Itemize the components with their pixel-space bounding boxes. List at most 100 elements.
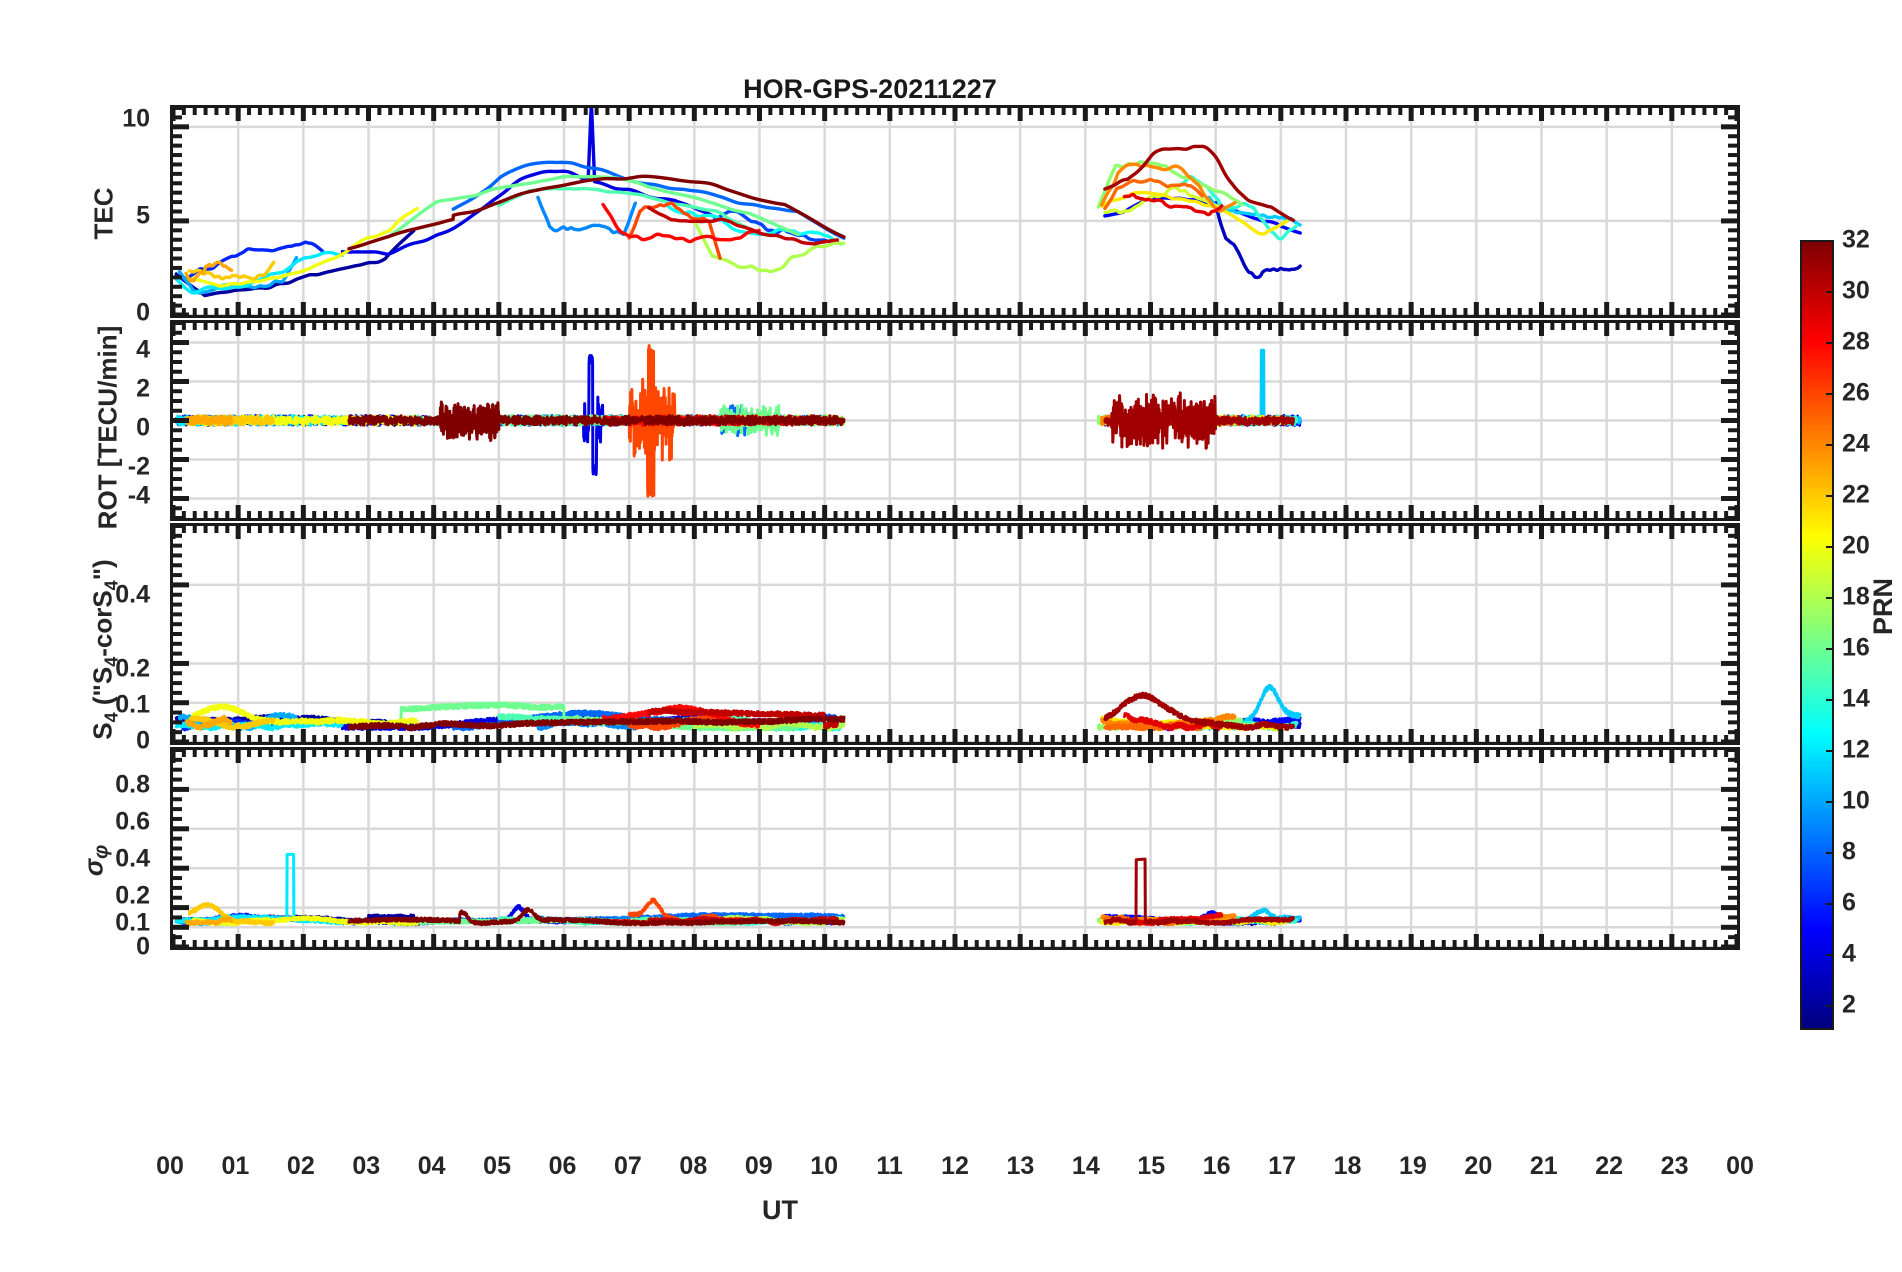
colorbar-tickmark-16 [1826, 647, 1834, 650]
colorbar-tick-28: 28 [1842, 327, 1870, 356]
data-traces [174, 683, 1302, 732]
data-traces [174, 108, 1302, 298]
trace-prn-23 [184, 916, 233, 927]
colorbar-tick-18: 18 [1842, 582, 1870, 611]
trace-prn-23 [184, 260, 234, 283]
colorbar[interactable] [1800, 240, 1834, 1030]
colorbar-tick-4: 4 [1842, 939, 1856, 968]
tick-marks [173, 526, 1737, 742]
x-tick-02-2: 02 [286, 1152, 315, 1180]
trace-prn-12 [174, 852, 344, 926]
tec-ytick-10: 10 [122, 104, 150, 133]
trace-prn-32 [347, 715, 846, 732]
x-tick-07-7: 07 [614, 1152, 642, 1180]
sph-ytick-02: 0.2 [115, 881, 150, 910]
colorbar-tickmark-12 [1826, 749, 1834, 752]
x-tick-01-1: 01 [221, 1152, 250, 1180]
tick-marks [173, 108, 1737, 315]
trace-prn-32 [347, 907, 846, 927]
x-tick-22-22: 22 [1595, 1152, 1624, 1180]
colorbar-tickmark-2 [1826, 1004, 1834, 1007]
grid [173, 526, 1737, 742]
tec-ytick-0: 0 [136, 298, 150, 327]
colorbar-tick-2: 2 [1842, 990, 1856, 1019]
sph-ytick-04: 0.4 [115, 844, 150, 873]
grid [173, 108, 1737, 315]
panel-s4 [170, 523, 1740, 745]
trace-prn-28 [601, 202, 761, 244]
colorbar-tick-24: 24 [1842, 429, 1870, 458]
colorbar-tickmark-28 [1826, 341, 1834, 344]
x-tick-04-4: 04 [417, 1152, 446, 1180]
trace-prn-31 [1103, 857, 1295, 927]
trace-prn-23 [184, 714, 233, 731]
trace-prn-31 [1103, 691, 1295, 732]
s4-ytick-01: 0.1 [115, 690, 150, 719]
colorbar-tick-20: 20 [1842, 531, 1870, 560]
trace-prn-29 [1122, 192, 1224, 217]
s4-ytick-02: 0.2 [115, 654, 150, 683]
colorbar-tick-22: 22 [1842, 480, 1870, 509]
trace-prn-9 [536, 195, 637, 237]
trace-prn-24 [1099, 162, 1237, 213]
trace-prn-20 [190, 206, 419, 288]
colorbar-tickmark-30 [1826, 290, 1834, 293]
rot-ytick-2: 2 [136, 374, 150, 403]
trace-prn-16 [386, 174, 801, 239]
figure-title: HOR-GPS-20211227 [743, 74, 997, 104]
colorbar-tick-8: 8 [1842, 837, 1856, 866]
x-tick-10-10: 10 [810, 1152, 839, 1180]
trace-prn-31 [1103, 144, 1296, 223]
rot-ytick-0: 0 [136, 413, 150, 442]
colorbar-tick-14: 14 [1842, 684, 1870, 713]
x-tick-00-0: 00 [156, 1152, 184, 1180]
colorbar-tick-26: 26 [1842, 378, 1870, 407]
trace-prn-30 [647, 205, 839, 246]
x-tick-23-23: 23 [1660, 1152, 1689, 1180]
trace-prn-31 [1103, 391, 1295, 450]
tec-ytick-5: 5 [136, 201, 150, 230]
rot-ytick-m4: -4 [127, 481, 150, 510]
tick-marks [173, 750, 1737, 947]
trace-prn-25 [1103, 177, 1204, 211]
colorbar-tick-6: 6 [1842, 888, 1856, 917]
colorbar-tickmark-6 [1826, 902, 1834, 905]
x-axis-label: UT [762, 1195, 798, 1225]
colorbar-label: PRN [1868, 577, 1898, 635]
rot-ytick-m2: -2 [127, 452, 150, 481]
colorbar-tick-32: 32 [1842, 225, 1870, 254]
x-tick-05-5: 05 [483, 1152, 511, 1180]
colorbar-tickmark-32 [1826, 240, 1834, 242]
x-tick-18-18: 18 [1333, 1152, 1362, 1180]
colorbar-tick-16: 16 [1842, 633, 1870, 662]
sph-ytick-01: 0.1 [115, 908, 150, 937]
trace-prn-3 [1213, 201, 1302, 280]
x-tick-17-17: 17 [1268, 1152, 1296, 1180]
trace-prn-14 [1174, 175, 1299, 241]
s4-ytick-04: 0.4 [115, 580, 150, 609]
trace-prn-13 [666, 204, 843, 246]
x-tick-08-8: 08 [679, 1152, 708, 1180]
trace-prn-26 [627, 201, 722, 260]
colorbar-tickmark-26 [1826, 392, 1834, 395]
panel-sigmaphi [170, 747, 1740, 950]
sph-ytick-08: 0.8 [115, 770, 150, 799]
sph-ytick-06: 0.6 [115, 807, 150, 836]
colorbar-tick-30: 30 [1842, 276, 1870, 305]
colorbar-tickmark-10 [1826, 800, 1834, 803]
x-tick-21-21: 21 [1529, 1152, 1558, 1180]
trace-prn-32 [347, 400, 846, 442]
x-tick-20-20: 20 [1464, 1152, 1493, 1180]
x-tick-16-16: 16 [1202, 1152, 1231, 1180]
data-traces [174, 852, 1302, 927]
x-tick-15-15: 15 [1137, 1152, 1166, 1180]
x-tick-09-9: 09 [744, 1152, 773, 1180]
trace-prn-22 [187, 715, 276, 732]
x-tick-06-6: 06 [548, 1152, 577, 1180]
panel-tec [170, 105, 1740, 318]
trace-prn-30 [647, 706, 839, 730]
s4-ytick-0: 0 [136, 726, 150, 755]
colorbar-tick-10: 10 [1842, 786, 1870, 815]
colorbar-tickmark-22 [1826, 494, 1834, 497]
